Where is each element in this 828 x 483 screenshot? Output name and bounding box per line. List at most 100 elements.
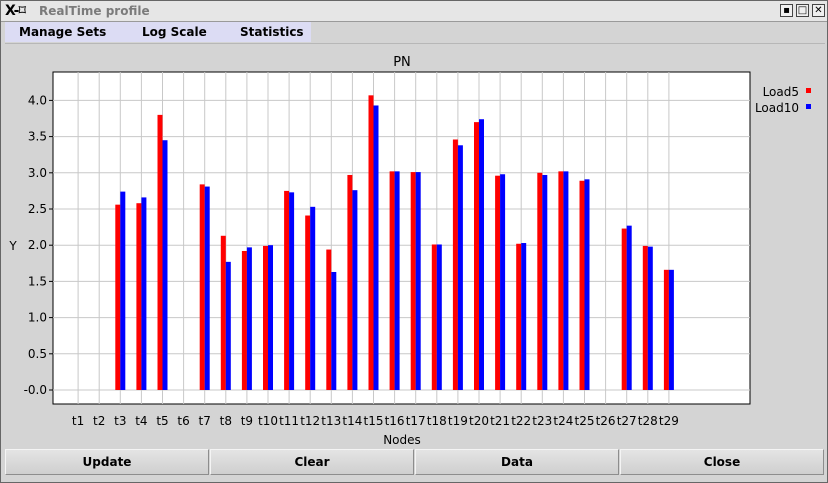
x-tick-label: t13 (321, 414, 341, 428)
bar-load5 (621, 228, 627, 390)
y-tick-label: -0.0 (24, 383, 47, 397)
x-tick-label: t1 (72, 414, 84, 428)
bar-load10 (668, 269, 674, 390)
x-tick-label: t28 (638, 414, 658, 428)
bar-load10 (352, 190, 358, 390)
x-tick-label: t8 (220, 414, 232, 428)
title-bar[interactable]: X-⌑ RealTime profile ▪ □ ✕ (1, 1, 827, 22)
bar-load10 (394, 171, 400, 390)
x-tick-label: t23 (532, 414, 552, 428)
bar-load10 (647, 246, 653, 390)
y-tick-label: 4.0 (28, 93, 47, 107)
bar-load10 (626, 225, 632, 390)
x-tick-label: t29 (659, 414, 679, 428)
bar-load10 (331, 271, 337, 390)
close-window-button[interactable]: ✕ (812, 4, 825, 17)
menu-statistics[interactable]: Statistics (240, 25, 304, 39)
close-button[interactable]: Close (620, 449, 824, 475)
y-tick-label: 1.5 (28, 274, 47, 288)
y-tick-label: 3.5 (28, 130, 47, 144)
chart-title: PN (393, 55, 411, 70)
bar-load10 (141, 197, 147, 390)
bar-load5 (452, 139, 458, 390)
x-axis-label: Nodes (383, 433, 421, 447)
x-tick-label: t15 (364, 414, 384, 428)
x-tick-label: t14 (342, 414, 362, 428)
bar-load5 (642, 245, 648, 390)
plot-area (52, 71, 751, 405)
y-tick-label: 3.0 (28, 166, 47, 180)
x-tick-label: t21 (490, 414, 510, 428)
bar-load10 (268, 245, 273, 390)
x-tick-label: t17 (406, 414, 426, 428)
bar-load10 (310, 206, 316, 390)
bar-load5 (157, 114, 163, 390)
data-button[interactable]: Data (415, 449, 619, 475)
y-tick-label: 0.5 (28, 347, 47, 361)
bar-load10 (225, 261, 231, 390)
x-tick-label: t18 (427, 414, 447, 428)
y-axis-label: Y (8, 239, 17, 253)
bar-load5 (663, 269, 669, 390)
bar-load10 (415, 172, 421, 390)
bar-load5 (305, 215, 311, 390)
menu-bar: Manage Sets Log Scale Statistics (5, 22, 311, 42)
bar-load10 (457, 145, 463, 390)
bar-load5 (347, 174, 353, 390)
menu-manage-sets[interactable]: Manage Sets (19, 25, 107, 39)
button-bar: Update Clear Data Close (5, 449, 825, 476)
bar-load5 (431, 244, 437, 390)
x-tick-label: t4 (135, 414, 147, 428)
window-title: RealTime profile (39, 4, 150, 18)
legend-swatch (806, 88, 811, 93)
y-tick-label: 2.0 (28, 238, 47, 252)
bar-load5 (368, 95, 374, 390)
x-tick-label: t6 (177, 414, 189, 428)
x-tick-label: t12 (300, 414, 320, 428)
app-menu-icon[interactable]: X-⌑ (5, 3, 26, 19)
x-tick-label: t25 (575, 414, 595, 428)
update-button[interactable]: Update (5, 449, 209, 475)
x-tick-label: t11 (279, 414, 299, 428)
x-tick-label: t22 (511, 414, 531, 428)
y-tick-label: 1.0 (28, 311, 47, 325)
x-tick-label: t19 (448, 414, 468, 428)
minimize-button[interactable]: ▪ (780, 4, 793, 17)
bar-load5 (199, 184, 205, 390)
x-tick-label: t27 (617, 414, 637, 428)
bar-load10 (373, 105, 379, 390)
bar-load10 (479, 119, 484, 390)
bar-load5 (474, 122, 479, 391)
bar-load5 (263, 245, 268, 390)
bar-load10 (436, 244, 442, 390)
bar-load10 (584, 179, 590, 390)
bar-load10 (162, 140, 168, 390)
maximize-button[interactable]: □ (796, 4, 809, 17)
bar-load10 (204, 186, 210, 390)
bar-load5 (326, 249, 332, 390)
x-tick-label: t9 (241, 414, 253, 428)
bar-load5 (579, 180, 585, 390)
x-tick-label: t24 (553, 414, 573, 428)
x-tick-label: t16 (385, 414, 405, 428)
bar-load10 (542, 174, 548, 390)
clear-button[interactable]: Clear (210, 449, 414, 475)
bar-load10 (246, 247, 252, 390)
bar-load10 (563, 171, 569, 390)
chart-panel: -0.0 0.5 1.0 1.5 2.0 2.5 3.0 3.5 4.0 t1 t2 t3 t4 t5 t6… (5, 43, 825, 448)
bar-load5 (410, 172, 416, 390)
legend-swatch (806, 104, 811, 109)
legend-label: Load5 (763, 85, 799, 99)
bar-load5 (389, 171, 395, 390)
bar-load5 (558, 171, 564, 390)
bar-load5 (220, 235, 226, 390)
x-tick-label: t3 (114, 414, 126, 428)
x-tick-label: t5 (156, 414, 168, 428)
bar-load5 (136, 203, 142, 390)
bar-load5 (537, 172, 543, 390)
x-tick-label: t26 (596, 414, 616, 428)
menu-log-scale[interactable]: Log Scale (142, 25, 207, 39)
x-tick-label: t2 (93, 414, 105, 428)
bar-load5 (241, 250, 247, 390)
